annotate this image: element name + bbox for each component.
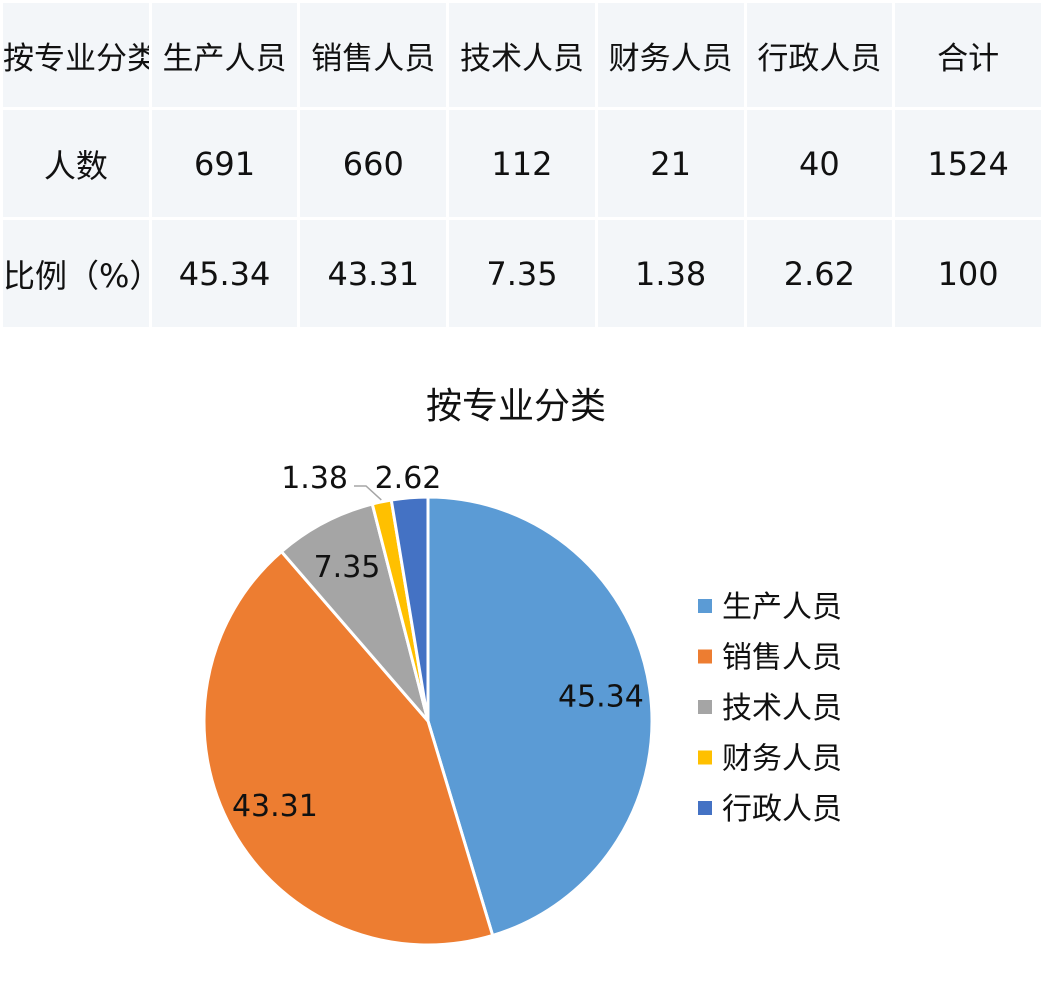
table-cell: 人数 bbox=[3, 110, 149, 218]
table-cell: 7.35 bbox=[449, 220, 595, 327]
table-row: 人数 691 660 112 21 40 1524 bbox=[3, 110, 1041, 218]
pie-slice bbox=[279, 502, 430, 722]
legend-label: 技术人员 bbox=[722, 691, 842, 726]
table-row: 比例（%） 45.34 43.31 7.35 1.38 2.62 100 bbox=[3, 220, 1041, 327]
pie-slice bbox=[426, 495, 654, 938]
table-cell: 40 bbox=[746, 110, 893, 218]
table-cell: 660 bbox=[300, 110, 447, 218]
table-cell: 2.62 bbox=[746, 220, 893, 327]
table-cell: 1524 bbox=[895, 110, 1041, 218]
legend-swatch bbox=[698, 599, 712, 613]
data-label: 1.38 bbox=[281, 461, 348, 496]
table-header-cell: 销售人员 bbox=[300, 3, 447, 108]
table-header-cell: 合计 bbox=[895, 3, 1041, 108]
data-label: 43.31 bbox=[232, 789, 318, 824]
data-label: 7.35 bbox=[314, 550, 381, 585]
table-cell: 43.31 bbox=[300, 220, 447, 327]
table-header-cell: 按专业分类 bbox=[3, 3, 149, 108]
data-label: 2.62 bbox=[375, 461, 442, 496]
table-cell: 100 bbox=[895, 220, 1041, 327]
pie-slice bbox=[202, 549, 495, 947]
chart-title: 按专业分类 bbox=[426, 386, 606, 427]
pie-chart: 按专业分类 45.34 43.31 7.35 1.38 2.62 生产人员销售人员技术人… bbox=[0, 330, 1044, 1005]
legend-swatch bbox=[698, 801, 712, 815]
data-label: 45.34 bbox=[558, 680, 644, 715]
leader-line bbox=[354, 485, 382, 501]
pie-chart-svg: 按专业分类 45.34 43.31 7.35 1.38 2.62 生产人员销售人员技术人… bbox=[202, 386, 842, 947]
stats-table: 按专业分类 生产人员 销售人员 技术人员 财务人员 行政人员 合计 人数 691… bbox=[0, 0, 1044, 330]
legend-swatch bbox=[698, 700, 712, 714]
table-header-cell: 生产人员 bbox=[151, 3, 298, 108]
legend-label: 财务人员 bbox=[722, 742, 842, 777]
legend-swatch bbox=[698, 649, 712, 664]
table-cell: 691 bbox=[151, 110, 298, 218]
table-cell: 21 bbox=[597, 110, 744, 218]
legend-label: 行政人员 bbox=[722, 792, 842, 827]
legend-label: 销售人员 bbox=[722, 641, 842, 676]
table-header-row: 按专业分类 生产人员 销售人员 技术人员 财务人员 行政人员 合计 bbox=[3, 3, 1041, 108]
pie-slice bbox=[389, 495, 430, 722]
table-header-cell: 行政人员 bbox=[746, 3, 893, 108]
table-header-cell: 技术人员 bbox=[449, 3, 595, 108]
table-cell: 比例（%） bbox=[3, 220, 149, 327]
table-cell: 45.34 bbox=[151, 220, 298, 327]
legend-label: 生产人员 bbox=[722, 590, 842, 625]
table-cell: 1.38 bbox=[597, 220, 744, 327]
table-cell: 112 bbox=[449, 110, 595, 218]
table-header-cell: 财务人员 bbox=[597, 3, 744, 108]
legend-swatch bbox=[698, 750, 712, 765]
